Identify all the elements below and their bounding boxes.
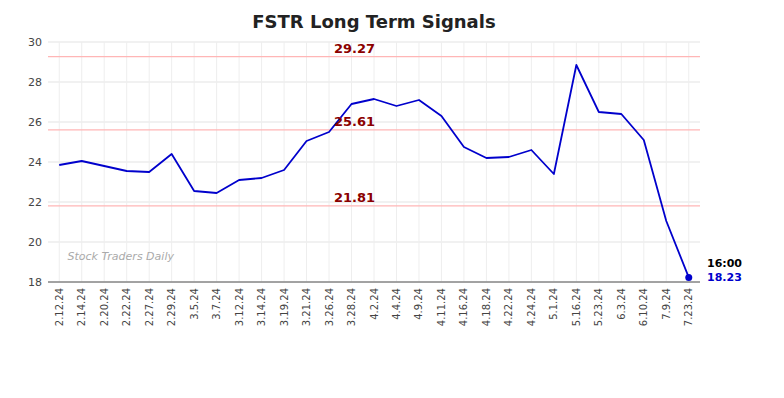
x-grid-line [149, 42, 150, 282]
last-point [685, 274, 692, 281]
x-grid-line [463, 42, 464, 282]
x-tick-label: 2.22.24 [121, 288, 132, 326]
x-grid-line [239, 42, 240, 282]
signal-label: 25.61 [334, 114, 375, 129]
y-tick-label: 24 [28, 156, 42, 169]
y-tick-label: 22 [28, 196, 42, 209]
x-tick-label: 4.18.24 [481, 288, 492, 326]
x-grid-line [688, 42, 689, 282]
x-tick-label: 2.14.24 [76, 288, 87, 326]
x-grid-line [418, 42, 419, 282]
y-tick-label: 18 [28, 276, 42, 289]
x-grid-line [598, 42, 599, 282]
title: FSTR Long Term Signals [252, 11, 495, 32]
x-grid-line [508, 42, 509, 282]
x-tick-label: 3.26.24 [324, 288, 335, 326]
y-tick-label: 26 [28, 116, 42, 129]
x-grid-line [576, 42, 577, 282]
x-tick-label: 5.23.24 [593, 288, 604, 326]
x-tick-label: 3.7.24 [211, 288, 222, 320]
x-tick-label: 4.4.24 [391, 288, 402, 320]
x-grid-line [59, 42, 60, 282]
x-grid-line [396, 42, 397, 282]
x-tick-label: 6.10.24 [638, 288, 649, 326]
x-tick-label: 3.5.24 [189, 288, 200, 320]
x-grid-line [284, 42, 285, 282]
x-tick-label: 3.21.24 [301, 288, 312, 326]
x-grid-line [374, 42, 375, 282]
x-grid-line [553, 42, 554, 282]
watermark: Stock Traders Daily [68, 250, 175, 263]
x-grid-line [351, 42, 352, 282]
x-grid-line [643, 42, 644, 282]
x-grid-line [104, 42, 105, 282]
x-grid-line [531, 42, 532, 282]
price-line [59, 65, 689, 277]
x-grid-line [486, 42, 487, 282]
signal-line [48, 129, 700, 130]
x-tick-label: 4.24.24 [526, 288, 537, 326]
x-tick-label: 2.12.24 [54, 288, 65, 326]
signal-label: 21.81 [334, 190, 375, 205]
y-tick-label: 20 [28, 236, 42, 249]
x-tick-label: 2.27.24 [144, 288, 155, 326]
x-tick-label: 4.16.24 [458, 288, 469, 326]
y-tick-label: 28 [28, 76, 42, 89]
plot-area [48, 57, 700, 281]
signal-line [48, 205, 700, 206]
signal-line [48, 56, 700, 57]
end-label: 18.23 [707, 271, 742, 284]
x-grid-line [261, 42, 262, 282]
x-tick-label: 7.23.24 [683, 288, 694, 326]
x-tick-label: 2.20.24 [99, 288, 110, 326]
signal-label: 29.27 [334, 41, 375, 56]
x-grid-line [621, 42, 622, 282]
x-tick-label: 3.12.24 [234, 288, 245, 326]
end-label: 16:00 [707, 257, 742, 270]
x-tick-label: 4.2.24 [369, 288, 380, 320]
x-axis-line [48, 282, 700, 283]
x-tick-label: 6.3.24 [616, 288, 627, 320]
grid [48, 42, 700, 282]
x-grid-line [329, 42, 330, 282]
x-tick-label: 2.29.24 [166, 288, 177, 326]
x-tick-label: 5.16.24 [571, 288, 582, 326]
x-tick-label: 4.22.24 [503, 288, 514, 326]
x-grid-line [194, 42, 195, 282]
x-tick-label: 7.9.24 [661, 288, 672, 320]
x-grid-line [306, 42, 307, 282]
x-tick-label: 3.19.24 [279, 288, 290, 326]
chart: 18 20 22 24 26 28 30 2.12.24 2.14.24 2.20.24 2.22.… [0, 0, 784, 398]
x-grid-line [126, 42, 127, 282]
x-grid-line [171, 42, 172, 282]
y-grid-line [48, 282, 700, 283]
y-tick-label: 30 [28, 36, 42, 49]
x-tick-label: 3.28.24 [346, 288, 357, 326]
x-grid-line [216, 42, 217, 282]
x-grid-line [81, 42, 82, 282]
x-grid-line [666, 42, 667, 282]
x-tick-label: 4.9.24 [413, 288, 424, 320]
x-grid-line [441, 42, 442, 282]
x-tick-label: 4.11.24 [436, 288, 447, 326]
x-tick-label: 5.1.24 [548, 288, 559, 320]
x-tick-label: 3.14.24 [256, 288, 267, 326]
